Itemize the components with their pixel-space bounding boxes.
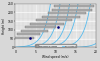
- Bar: [36, 19, 72, 21]
- Bar: [26, 26, 56, 28]
- Bar: [15, 37, 34, 39]
- Bar: [54, 5, 94, 7]
- Bar: [22, 30, 48, 32]
- X-axis label: Wind speed (m/s): Wind speed (m/s): [42, 55, 69, 59]
- Bar: [17, 33, 40, 35]
- Bar: [42, 16, 80, 18]
- Bar: [52, 9, 92, 11]
- Y-axis label: Height (m): Height (m): [2, 17, 6, 34]
- Bar: [48, 12, 86, 14]
- Legend: Measured range, z0 curves: Measured range, z0 curves: [35, 44, 76, 47]
- Bar: [30, 23, 64, 25]
